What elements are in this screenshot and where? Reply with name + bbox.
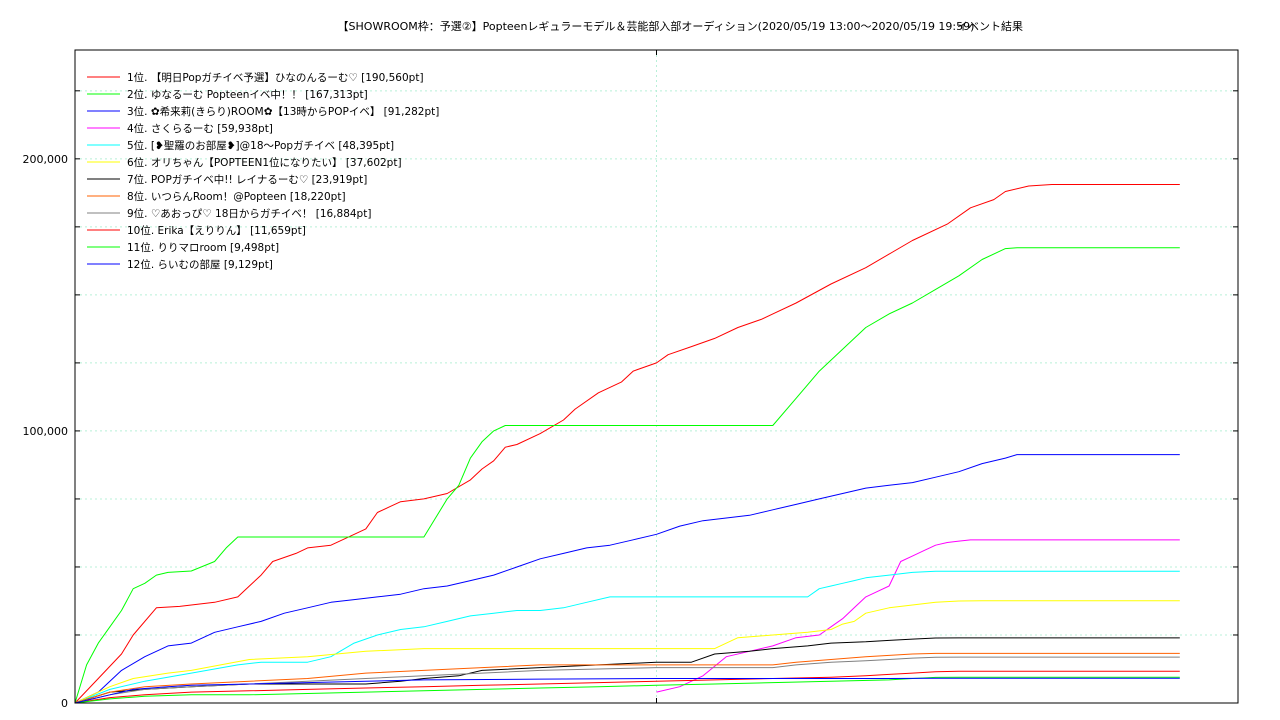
series-line-12 xyxy=(74,677,1180,704)
legend-entry: 3位. ✿希来莉(きらり)ROOM✿【13時からPOPイベ】 [91,282pt… xyxy=(127,105,439,118)
legend-entry: 10位. Erika【えりりん】 [11,659pt] xyxy=(127,224,306,237)
legend-entry: 6位. オリちゃん【POPTEEN1位になりたい】 [37,602pt] xyxy=(127,156,402,169)
series-line-5 xyxy=(74,570,1180,704)
legend-entry: 4位. さくらるーむ [59,938pt] xyxy=(127,122,273,135)
series-line-10 xyxy=(74,670,1180,704)
legend-entry: 11位. りりマロroom [9,498pt] xyxy=(127,241,279,254)
y-axis-ticks: 0 100,000 200,000 xyxy=(23,50,1238,710)
legend-entry: 5位. [❥聖羅のお部屋❥]@18〜Popガチイベ [48,395pt] xyxy=(127,139,394,152)
series-line-3 xyxy=(74,454,1180,704)
legend-entry: 9位. ♡あおっぴ♡ 18日からガチイベ！ [16,884pt] xyxy=(127,207,371,220)
series-line-6 xyxy=(74,600,1180,704)
series-line-11 xyxy=(74,676,1180,704)
legend-entry: 12位. らいむの部屋 [9,129pt] xyxy=(127,258,273,271)
legend-entry: 7位. POPガチイベ中!! レイナるーむ♡ [23,919pt] xyxy=(127,173,367,186)
series-line-8 xyxy=(74,652,1180,704)
legend: 1位. 【明日Popガチイベ予選】ひなのんるーむ♡ [190,560pt] 2位.… xyxy=(87,71,439,271)
series-line-4 xyxy=(656,539,1180,693)
series-line-1 xyxy=(74,184,1180,704)
series-line-9 xyxy=(74,656,1180,704)
chart-subtitle: イベント結果 xyxy=(957,19,1023,33)
legend-entry: 1位. 【明日Popガチイベ予選】ひなのんるーむ♡ [190,560pt] xyxy=(127,71,424,84)
series-line-7 xyxy=(74,637,1180,704)
series-lines xyxy=(74,184,1180,704)
series-line-2 xyxy=(74,247,1180,704)
y-tick-label: 0 xyxy=(61,697,68,710)
chart-title: 【SHOWROOM枠：予選②】Popteenレギュラーモデル＆芸能部入部オーディ… xyxy=(338,19,975,33)
y-tick-label: 100,000 xyxy=(23,425,69,438)
legend-entry: 8位. いつらんRoom！@Popteen [18,220pt] xyxy=(127,190,346,203)
legend-entry: 2位. ゆなるーむ Popteenイベ中！！ [167,313pt] xyxy=(127,88,368,101)
y-tick-label: 200,000 xyxy=(23,153,69,166)
